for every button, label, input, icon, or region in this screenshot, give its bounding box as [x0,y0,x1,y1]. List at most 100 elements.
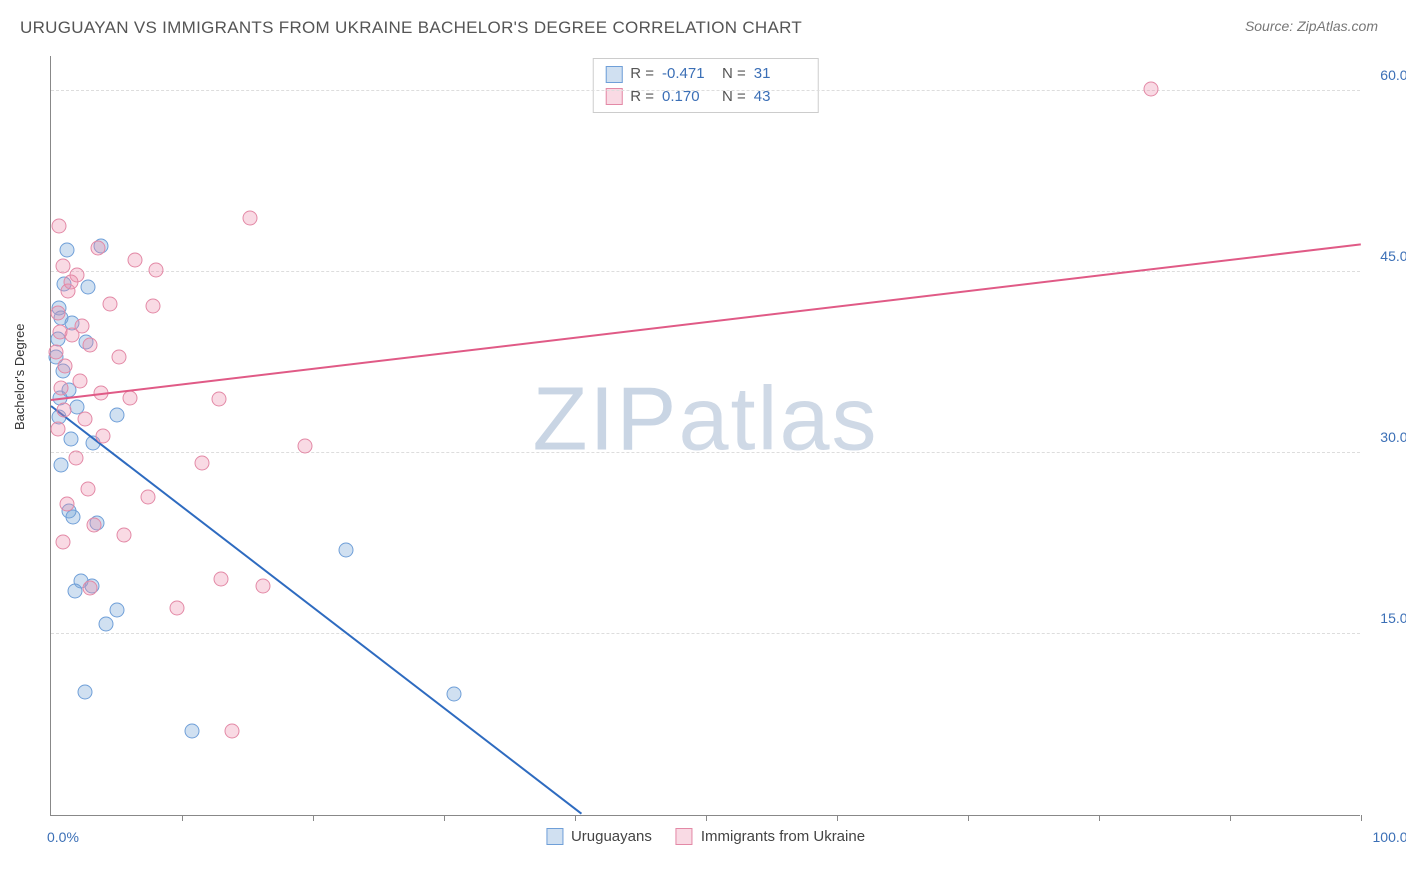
gridline [51,633,1360,634]
data-point [243,210,258,225]
stats-row: R = -0.471 N = 31 [605,63,806,86]
data-point [256,578,271,593]
data-point [194,455,209,470]
data-point [78,412,93,427]
data-point [83,581,98,596]
data-point [64,327,79,342]
correlation-stats-box: R = -0.471 N = 31 R = 0.170 N = 43 [592,58,819,113]
data-point [80,482,95,497]
data-point [59,243,74,258]
data-point [298,438,313,453]
legend-swatch [676,828,693,845]
x-tick [1230,815,1231,821]
x-tick [313,815,314,821]
legend-label: Immigrants from Ukraine [701,828,865,845]
data-point [54,458,69,473]
y-tick-label: 15.0% [1380,610,1406,626]
n-label: N = [722,86,746,109]
x-tick [1099,815,1100,821]
data-point [91,241,106,256]
data-point [67,583,82,598]
r-label: R = [630,86,654,109]
data-point [51,219,66,234]
data-point [58,359,73,374]
data-point [447,687,462,702]
r-label: R = [630,63,654,86]
data-point [102,296,117,311]
data-point [50,421,65,436]
data-point [338,542,353,557]
data-point [122,390,137,405]
stats-row: R = 0.170 N = 43 [605,86,806,109]
data-point [87,518,102,533]
data-point [96,429,111,444]
bottom-legend: Uruguayans Immigrants from Ukraine [546,828,865,845]
x-tick [837,815,838,821]
x-axis-label: 0.0% [47,829,79,845]
data-point [1144,81,1159,96]
x-axis-label: 100.0% [1373,829,1406,845]
header: URUGUAYAN VS IMMIGRANTS FROM UKRAINE BAC… [0,0,1406,46]
data-point [109,407,124,422]
chart-title: URUGUAYAN VS IMMIGRANTS FROM UKRAINE BAC… [20,18,802,38]
x-tick [968,815,969,821]
data-point [140,489,155,504]
legend-item: Uruguayans [546,828,652,845]
data-point [55,535,70,550]
data-point [59,496,74,511]
y-tick-label: 30.0% [1380,429,1406,445]
data-point [99,617,114,632]
legend-swatch [546,828,563,845]
data-point [50,306,65,321]
data-point [211,391,226,406]
r-value: -0.471 [662,63,714,86]
x-tick [1361,815,1362,821]
data-point [78,684,93,699]
legend-swatch [605,66,622,83]
data-point [63,431,78,446]
data-point [185,723,200,738]
x-tick [182,815,183,821]
y-tick-label: 60.0% [1380,67,1406,83]
data-point [117,528,132,543]
trend-line [50,405,582,814]
x-tick [706,815,707,821]
data-point [146,298,161,313]
data-point [49,344,64,359]
gridline [51,452,1360,453]
r-value: 0.170 [662,86,714,109]
y-tick-label: 45.0% [1380,248,1406,264]
data-point [148,262,163,277]
trend-line [51,244,1361,402]
chart-plot-area: ZIPatlas R =-0.471N =31R =0.170N =43 Uru… [50,56,1360,816]
gridline [51,271,1360,272]
n-value: 31 [754,63,806,86]
data-point [66,510,81,525]
data-point [57,402,72,417]
data-point [127,253,142,268]
data-point [80,279,95,294]
y-axis-label: Bachelor's Degree [12,323,27,430]
data-point [83,337,98,352]
data-point [224,723,239,738]
watermark: ZIPatlas [532,369,878,472]
source-label: Source: ZipAtlas.com [1245,18,1378,34]
data-point [63,274,78,289]
data-point [72,373,87,388]
legend-item: Immigrants from Ukraine [676,828,865,845]
gridline [51,90,1360,91]
watermark-bold: ZIP [532,370,678,470]
n-label: N = [722,63,746,86]
data-point [55,259,70,274]
data-point [169,600,184,615]
data-point [214,571,229,586]
data-point [54,380,69,395]
legend-label: Uruguayans [571,828,652,845]
watermark-light: atlas [678,370,878,470]
x-tick [575,815,576,821]
data-point [68,450,83,465]
data-point [112,349,127,364]
n-value: 43 [754,86,806,109]
data-point [109,602,124,617]
x-tick [444,815,445,821]
